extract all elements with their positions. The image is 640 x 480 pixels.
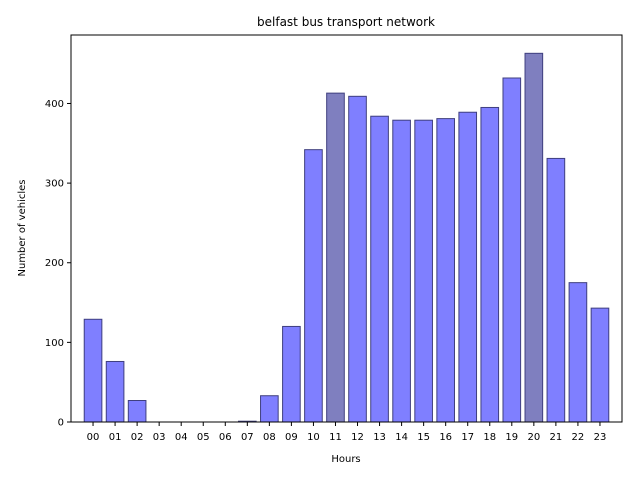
- y-tick-label-400: 400: [45, 99, 64, 110]
- x-tick-label-08: 08: [263, 432, 276, 443]
- x-tick-label-14: 14: [395, 432, 408, 443]
- x-tick-label-22: 22: [572, 432, 585, 443]
- x-axis-label: Hours: [331, 454, 360, 465]
- y-tick-label-0: 0: [58, 418, 64, 429]
- bar-14: [392, 119, 411, 423]
- bar-18: [480, 106, 500, 423]
- x-tick-label-07: 07: [241, 432, 254, 443]
- bar-00: [83, 318, 103, 423]
- x-tick-label-05: 05: [197, 432, 210, 443]
- chart-title: belfast bus transport network: [257, 15, 435, 29]
- x-tick-label-03: 03: [153, 432, 166, 443]
- x-tick-label-23: 23: [594, 432, 607, 443]
- bar-02: [127, 400, 147, 423]
- x-tick-label-00: 00: [87, 432, 100, 443]
- bar-17: [458, 111, 478, 423]
- x-tick-label-15: 15: [417, 432, 430, 443]
- x-tick-label-17: 17: [461, 432, 474, 443]
- bar-22: [568, 282, 588, 423]
- y-axis-label: Number of vehicles: [17, 180, 28, 277]
- bar-16: [436, 118, 455, 423]
- x-tick-label-16: 16: [439, 432, 452, 443]
- x-tick-label-10: 10: [307, 432, 320, 443]
- x-tick-label-12: 12: [351, 432, 364, 443]
- bar-12: [348, 95, 367, 423]
- x-tick-label-13: 13: [373, 432, 386, 443]
- bars-group: [83, 52, 610, 423]
- x-tick-label-01: 01: [109, 432, 122, 443]
- x-tick-label-11: 11: [329, 432, 342, 443]
- plot-frame: [70, 34, 623, 423]
- bar-23: [590, 307, 610, 423]
- bar-21: [546, 157, 566, 423]
- x-tick-label-19: 19: [505, 432, 518, 443]
- y-axis-ticks: 0 100 200 300 400: [45, 99, 71, 429]
- bar-19: [502, 77, 522, 423]
- bar-08: [260, 395, 279, 423]
- x-axis-ticks: 00 01 02 03 04 05 06 07 08 09 10 11 12 13 14 15 16 17 18 19…: [87, 422, 607, 443]
- bar-11: [326, 92, 345, 423]
- bar-10: [304, 149, 323, 423]
- y-tick-label-300: 300: [45, 179, 64, 190]
- x-tick-label-09: 09: [285, 432, 298, 443]
- x-tick-label-18: 18: [483, 432, 496, 443]
- bar-20: [524, 52, 544, 423]
- x-tick-label-20: 20: [527, 432, 540, 443]
- y-tick-label-100: 100: [45, 338, 64, 349]
- x-tick-label-04: 04: [175, 432, 188, 443]
- x-tick-label-21: 21: [550, 432, 563, 443]
- bar-15: [414, 119, 433, 423]
- y-tick-label-200: 200: [45, 258, 64, 269]
- bar-01: [105, 360, 125, 423]
- x-tick-label-06: 06: [219, 432, 232, 443]
- bar-13: [370, 115, 389, 423]
- x-tick-label-02: 02: [131, 432, 144, 443]
- bar-09: [282, 325, 301, 423]
